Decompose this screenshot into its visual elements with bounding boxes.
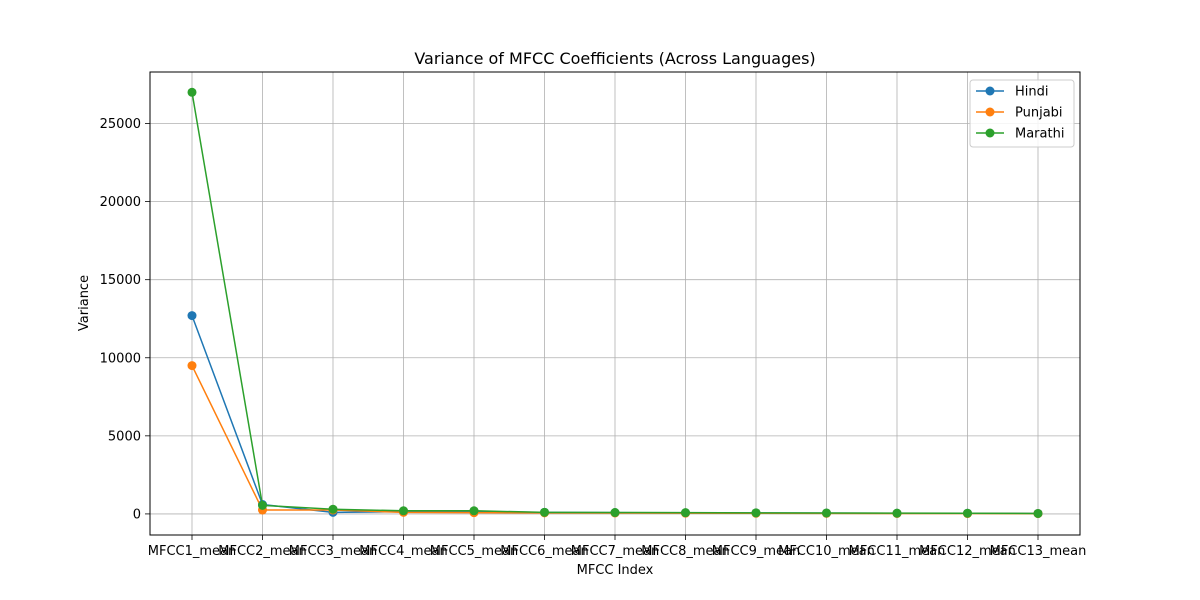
data-point (681, 508, 690, 518)
series-layer (187, 87, 1043, 519)
y-tick-label: 0 (133, 507, 141, 522)
x-tick-label: MFCC5_mean (430, 544, 519, 559)
data-point (610, 508, 620, 518)
x-tick-label: MFCC6_mean (500, 544, 589, 559)
data-point (892, 508, 902, 518)
y-axis-title: Variance (77, 275, 92, 331)
x-tick-label: MFCC13_mean (990, 544, 1087, 559)
data-point (399, 506, 408, 516)
y-tick-label: 5000 (108, 429, 141, 444)
x-tick-label: MFCC1_mean (148, 544, 237, 559)
y-tick-label: 10000 (100, 351, 141, 366)
x-tick-label: MFCC12_mean (919, 544, 1016, 559)
x-tick-label: MFCC3_mean (289, 544, 378, 559)
data-point (328, 504, 338, 514)
legend-marker (985, 128, 995, 138)
x-axis-title: MFCC Index (577, 563, 654, 578)
data-point (187, 311, 197, 321)
legend-box (969, 79, 1075, 148)
x-tick-label: MFCC10_mean (778, 544, 875, 559)
legend-marker (985, 86, 995, 96)
x-tick-label: MFCC7_mean (571, 544, 660, 559)
y-tick-label: 20000 (100, 195, 141, 210)
legend: Hindi Punjabi Marathi (969, 79, 1075, 148)
data-point (963, 508, 972, 518)
grid-lines (150, 72, 1080, 535)
data-point (751, 508, 761, 518)
data-point (187, 361, 197, 371)
legend-marker (985, 107, 995, 117)
data-point (469, 506, 479, 516)
data-point (822, 508, 831, 518)
data-point (187, 87, 197, 97)
x-tick-label: MFCC8_mean (641, 544, 730, 559)
data-point (540, 507, 549, 517)
data-point (258, 500, 267, 510)
y-tick-label: 25000 (100, 117, 141, 132)
x-axis-ticks: MFCC1_meanMFCC2_meanMFCC3_meanMFCC4_mean… (148, 535, 1087, 559)
legend-label: Hindi (1015, 85, 1049, 100)
x-tick-label: MFCC2_mean (218, 544, 307, 559)
chart-title: Variance of MFCC Coefficients (Across La… (414, 49, 815, 68)
legend-label: Punjabi (1015, 106, 1063, 121)
data-point (1033, 508, 1043, 518)
x-tick-label: MFCC4_mean (359, 544, 448, 559)
y-axis-ticks: 0 5000 10000 15000 20000 25000 (100, 117, 150, 522)
series-marathi (187, 87, 1043, 518)
x-tick-label: MFCC9_mean (712, 544, 801, 559)
y-tick-label: 15000 (100, 273, 141, 288)
x-tick-label: MFCC11_mean (849, 544, 946, 559)
legend-label: Marathi (1015, 127, 1064, 142)
